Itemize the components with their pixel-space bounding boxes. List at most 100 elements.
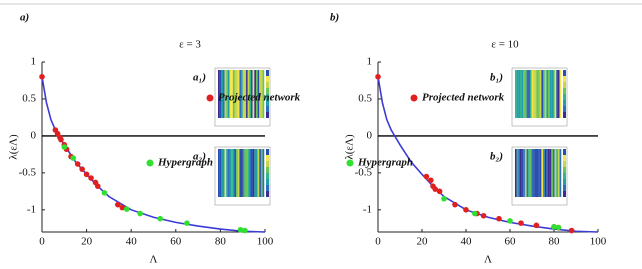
data-point <box>101 190 108 196</box>
inset-stripe <box>559 70 562 118</box>
inset-colorbar <box>563 191 566 197</box>
chart-title: ε = 10 <box>491 39 519 51</box>
inset-stripe <box>218 149 220 197</box>
inset-stripe <box>536 70 539 118</box>
inset-stripe <box>255 149 258 197</box>
inset-heatmap <box>214 67 271 127</box>
data-point <box>452 201 458 208</box>
inset-stripe <box>529 70 532 118</box>
inset-stripe <box>252 149 255 197</box>
y-tick-label: -0.5 <box>355 166 373 178</box>
data-point <box>74 161 81 167</box>
y-tick-label: -1 <box>363 203 372 215</box>
inset-stripe <box>237 70 240 118</box>
x-axis-label: Λ <box>484 254 492 266</box>
inset-stripe <box>531 149 534 197</box>
inset-stripe <box>551 149 553 197</box>
inset-stripe <box>515 149 517 197</box>
y-tick-label: 1 <box>367 56 373 68</box>
inset-stripe <box>524 70 527 118</box>
inset-colorbar <box>563 76 566 82</box>
inset-stripe <box>546 70 549 118</box>
inset-stripe <box>539 149 542 197</box>
inset-colorbar <box>563 185 566 191</box>
data-point <box>463 207 469 213</box>
inset-label: a₂) <box>193 151 206 163</box>
inset-stripe <box>518 149 520 197</box>
inset-colorbar <box>266 173 269 179</box>
data-point <box>423 173 430 180</box>
inset-stripe <box>239 149 242 197</box>
inset-stripe <box>519 70 522 118</box>
inset-stripe <box>549 149 552 197</box>
inset-stripe <box>227 70 230 118</box>
inset-stripe <box>255 70 258 118</box>
inset-stripe <box>533 149 535 197</box>
x-tick-label: 20 <box>81 236 93 248</box>
inset-stripe <box>222 149 225 197</box>
inset-stripe <box>524 149 527 197</box>
inset-heatmap <box>511 146 568 206</box>
inset-colorbar <box>563 167 566 173</box>
inset-stripe <box>244 149 247 197</box>
x-tick-label: 0 <box>39 236 45 248</box>
inset-stripe <box>232 70 235 118</box>
inset-stripe <box>224 149 227 197</box>
data-point <box>61 144 68 150</box>
inset-stripe <box>521 149 524 197</box>
inset-stripe <box>548 149 550 197</box>
inset-stripe <box>226 149 228 197</box>
y-axis-label: λ(εΛ) <box>344 134 356 160</box>
inset-heatmap <box>214 146 271 206</box>
data-point <box>507 218 513 224</box>
inset-stripe <box>541 70 544 118</box>
inset-stripe <box>546 149 549 197</box>
inset-stripe <box>556 149 558 197</box>
y-tick-label: 0.5 <box>22 92 36 104</box>
inset-stripe <box>247 149 250 197</box>
data-point <box>157 215 163 222</box>
inset-stripe <box>543 149 545 197</box>
inset-label: b₂) <box>490 151 503 163</box>
y-tick-label: -0.5 <box>19 166 37 178</box>
x-tick-label: 100 <box>590 236 607 248</box>
inset-stripe <box>246 70 248 118</box>
inset-colorbar <box>563 82 566 88</box>
inset-colorbar <box>563 173 566 179</box>
y-tick-label: 0 <box>367 129 373 141</box>
inset-stripe <box>554 149 557 197</box>
inset-stripe <box>241 70 243 118</box>
inset-colorbar <box>563 155 566 161</box>
data-point <box>551 224 557 230</box>
data-point <box>375 73 381 80</box>
inset-stripe <box>226 70 228 118</box>
inset-stripe <box>549 70 552 118</box>
inset-stripe <box>229 70 232 118</box>
inset-stripe <box>219 149 222 197</box>
inset-heatmap <box>511 67 568 127</box>
x-tick-label: 60 <box>505 236 517 248</box>
data-point <box>432 186 439 192</box>
data-point <box>58 136 64 143</box>
inset-colorbar <box>563 106 566 112</box>
inset-colorbar <box>563 88 566 94</box>
x-tick-label: 20 <box>417 236 429 248</box>
data-point <box>123 206 130 212</box>
inset-colorbar <box>266 185 269 191</box>
inset-stripe <box>515 70 517 118</box>
inset-colorbar <box>563 100 566 106</box>
inset-colorbar <box>266 70 269 76</box>
data-point <box>115 201 121 208</box>
inset-stripe <box>534 70 537 118</box>
inset-stripe <box>536 149 539 197</box>
x-tick-label: 100 <box>257 236 274 248</box>
inset-stripe <box>552 149 555 197</box>
inset-stripe <box>543 70 545 118</box>
inset-stripe <box>534 149 537 197</box>
inset-stripe <box>236 149 238 197</box>
inset-stripe <box>538 149 540 197</box>
inset-colorbar <box>563 112 566 118</box>
inset-stripe <box>548 70 550 118</box>
inset-stripe <box>239 70 242 118</box>
inset-stripe <box>229 149 232 197</box>
